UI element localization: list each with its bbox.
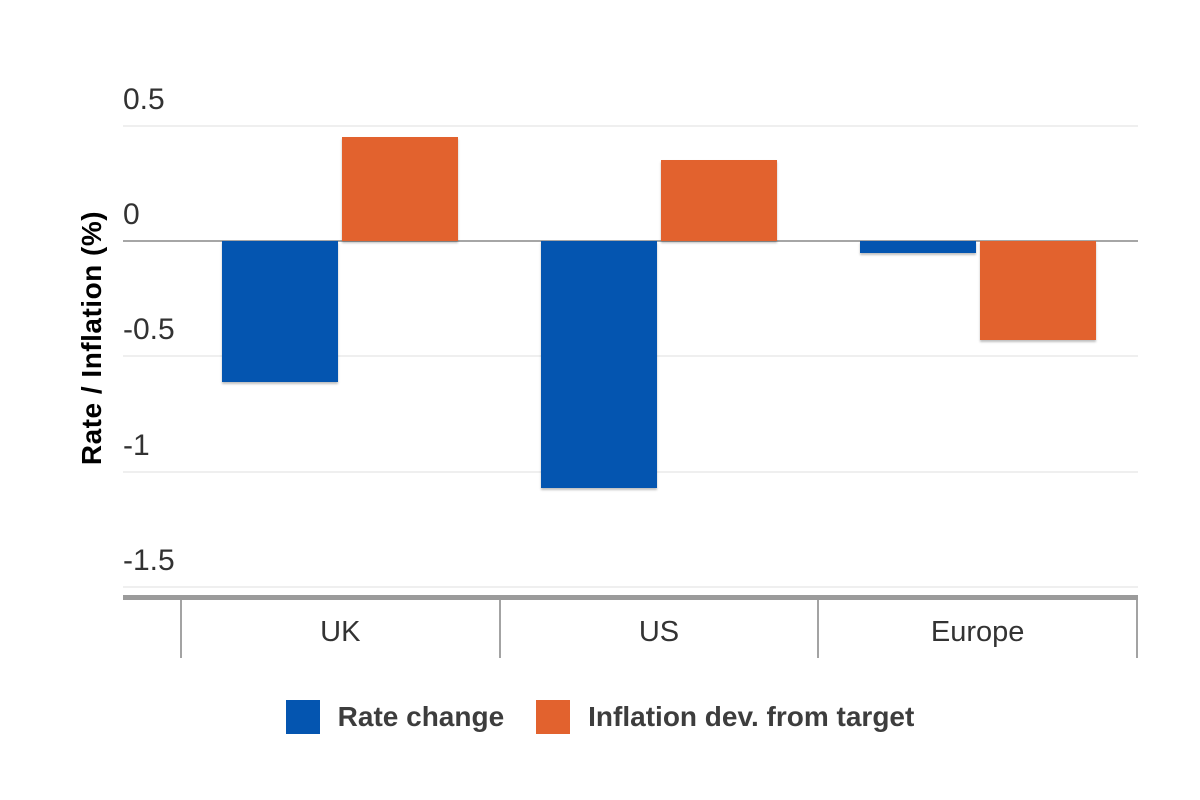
- bar-us-rate-change: [541, 241, 657, 488]
- y-tick-label: 0.5: [123, 82, 165, 116]
- x-axis-separator: [498, 600, 501, 658]
- x-axis-separator: [817, 600, 820, 658]
- x-axis-separator: [1136, 600, 1138, 658]
- bar-uk-inflation-dev-from-target: [342, 137, 459, 241]
- gridline-0.5: [123, 124, 1138, 127]
- legend: Rate change Inflation dev. from target: [0, 700, 1200, 734]
- y-axis-title: Rate / Inflation (%): [76, 210, 107, 466]
- x-category-label-uk: UK: [320, 616, 361, 648]
- bar-us-inflation-dev-from-target: [661, 160, 777, 241]
- legend-swatch-inflation-dev-from-target: [536, 700, 571, 734]
- y-tick-label: -1: [123, 428, 150, 462]
- bar-europe-rate-change: [859, 241, 976, 253]
- legend-swatch-rate-change: [285, 700, 320, 734]
- x-axis-separator: [180, 600, 182, 658]
- x-axis-line: [123, 595, 1138, 600]
- bar-europe-inflation-dev-from-target: [979, 241, 1096, 341]
- y-tick-label: -1.5: [123, 543, 175, 577]
- y-tick-label: 0: [123, 198, 140, 231]
- x-category-label-us: US: [638, 616, 680, 648]
- bar-uk-rate-change: [222, 241, 339, 382]
- legend-label: Inflation dev. from target: [588, 701, 915, 732]
- legend-label: Rate change: [337, 701, 505, 732]
- legend-item-rate-change: Rate change: [285, 700, 505, 734]
- legend-item-inflation-dev-from-target: Inflation dev. from target: [536, 700, 914, 734]
- x-category-label-europe: Europe: [930, 616, 1025, 648]
- gridline--1.5: [123, 585, 1138, 588]
- y-tick-label: -0.5: [123, 313, 175, 347]
